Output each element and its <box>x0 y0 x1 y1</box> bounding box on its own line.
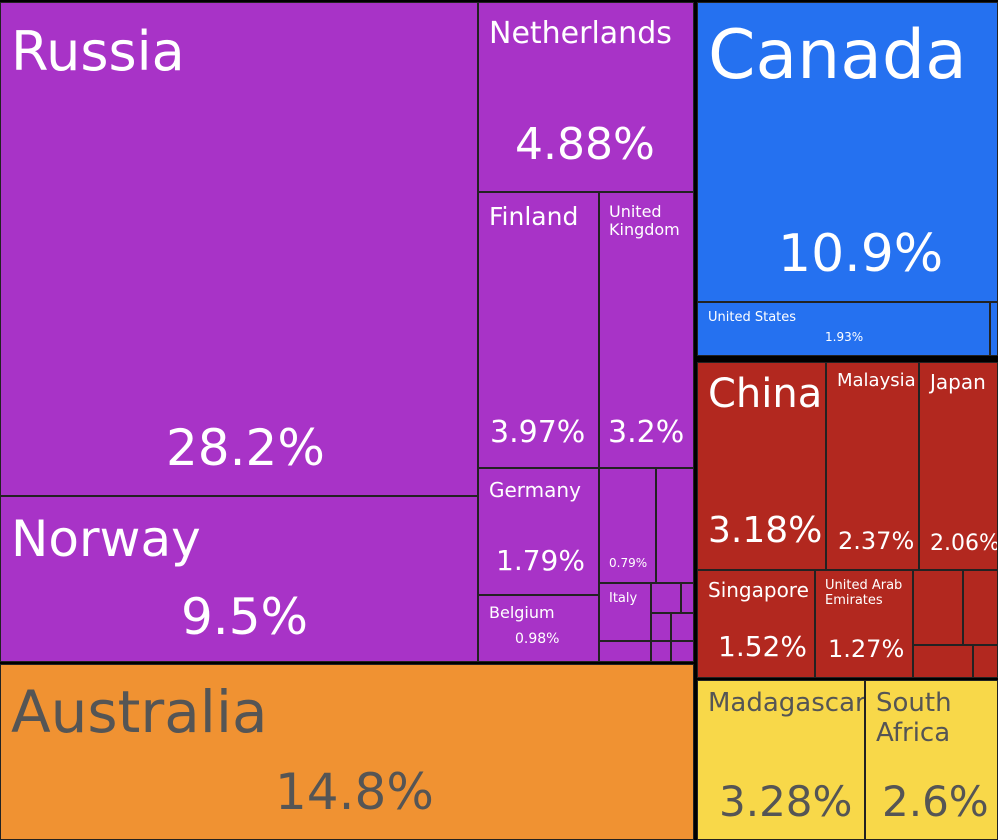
cell-small-8 <box>990 302 998 356</box>
cell-small-2 <box>681 583 694 613</box>
cell-small-3 <box>651 613 671 641</box>
cell-russia: Russia 28.2% <box>0 2 478 496</box>
cell-small-9 <box>913 570 963 645</box>
value-united-states: 1.93% <box>825 330 864 344</box>
cell-italy: Italy <box>599 583 651 641</box>
label-singapore: Singapore <box>708 578 809 602</box>
cell-singapore: Singapore 1.52% <box>697 570 815 678</box>
value-united-arab-emirates: 1.27% <box>828 635 905 663</box>
value-netherlands: 4.88% <box>515 119 655 170</box>
value-belgium: 0.98% <box>515 631 560 647</box>
label-united-states: United States <box>708 310 797 325</box>
label-germany: Germany <box>489 478 581 502</box>
value-norway: 9.5% <box>181 588 309 646</box>
cell-south-africa: South Africa 2.6% <box>865 680 998 840</box>
label-italy: Italy <box>609 591 638 606</box>
cell-small-1 <box>651 583 681 613</box>
cell-finland: Finland 3.97% <box>478 192 599 468</box>
cell-small-12 <box>973 645 998 678</box>
label-belgium: Belgium <box>489 603 555 622</box>
cell-madagascar: Madagascar 3.28% <box>697 680 865 840</box>
cell-belgium: Belgium 0.98% <box>478 595 599 662</box>
cell-germany: Germany 1.79% <box>478 468 599 595</box>
label-netherlands: Netherlands <box>489 16 672 51</box>
value-south-africa: 2.6% <box>882 777 989 826</box>
value-malaysia: 2.37% <box>838 527 915 555</box>
cell-079: 0.79% <box>599 468 656 583</box>
cell-australia: Australia 14.8% <box>0 664 694 840</box>
value-china: 3.18% <box>708 510 823 551</box>
value-germany: 1.79% <box>496 544 585 577</box>
cell-norway: Norway 9.5% <box>0 496 478 662</box>
cell-malaysia: Malaysia 2.37% <box>826 362 919 570</box>
value-japan: 2.06% <box>930 531 998 556</box>
cell-china: China 3.18% <box>697 362 826 570</box>
label-russia: Russia <box>11 20 185 83</box>
label-australia: Australia <box>11 678 268 746</box>
cell-canada: Canada 10.9% <box>697 2 998 302</box>
cell-small-0 <box>656 468 694 583</box>
cell-small-10 <box>963 570 998 645</box>
value-079: 0.79% <box>609 556 648 570</box>
cell-small-11 <box>913 645 973 678</box>
value-singapore: 1.52% <box>718 630 807 663</box>
label-canada: Canada <box>708 16 967 95</box>
label-china: China <box>708 371 823 417</box>
label-norway: Norway <box>11 510 201 568</box>
label-finland: Finland <box>489 202 579 231</box>
value-finland: 3.97% <box>490 415 586 450</box>
cell-small-6 <box>651 641 671 662</box>
value-madagascar: 3.28% <box>719 777 853 826</box>
value-russia: 28.2% <box>166 419 325 477</box>
cell-small-5 <box>599 641 651 662</box>
cell-japan: Japan 2.06% <box>919 362 998 570</box>
label-united-kingdom: United Kingdom <box>609 202 680 240</box>
value-australia: 14.8% <box>275 763 434 821</box>
value-canada: 10.9% <box>778 224 944 284</box>
value-united-kingdom: 3.2% <box>608 415 685 450</box>
cell-small-4 <box>671 613 694 641</box>
cell-united-arab-emirates: United Arab Emirates 1.27% <box>815 570 913 678</box>
cell-small-7 <box>671 641 694 662</box>
cell-united-states: United States 1.93% <box>697 302 990 356</box>
cell-united-kingdom: United Kingdom 3.2% <box>599 192 694 468</box>
label-japan: Japan <box>930 370 986 394</box>
cell-netherlands: Netherlands 4.88% <box>478 2 694 192</box>
label-south-africa: South Africa <box>876 688 952 748</box>
label-united-arab-emirates: United Arab Emirates <box>825 578 903 608</box>
label-malaysia: Malaysia <box>837 370 916 391</box>
label-madagascar: Madagascar <box>708 688 865 718</box>
